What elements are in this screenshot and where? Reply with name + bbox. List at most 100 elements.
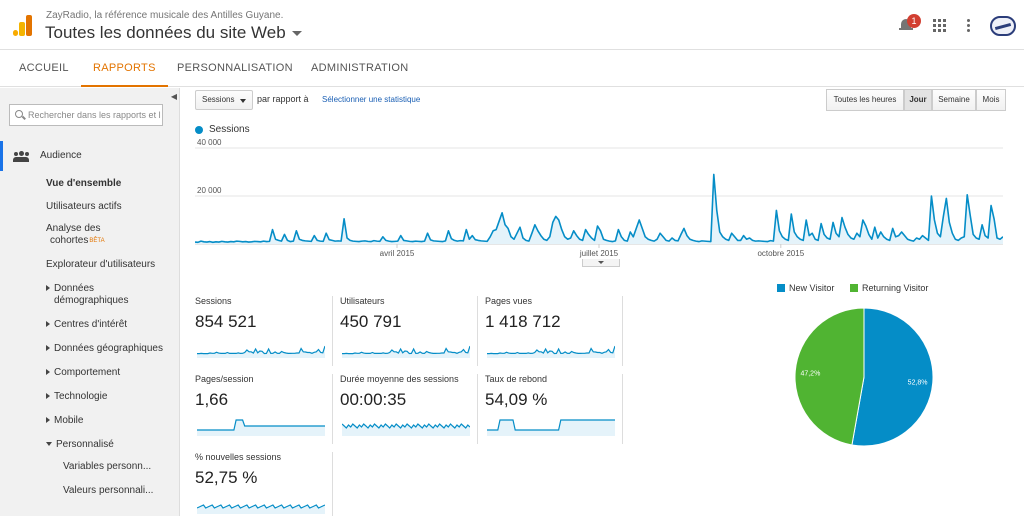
sidebar-item-mobile[interactable]: Mobile [46,415,83,427]
select-stat-link[interactable]: Sélectionner une statistique [322,95,421,104]
pie-value-label: 47,2% [800,370,820,377]
sidebar-item-label: Données géographiques [54,343,163,354]
sparkline-area [197,505,325,514]
legend-swatch [777,284,785,292]
view-selector[interactable]: Toutes les données du site Web [45,23,302,43]
sidebar-item-user-explorer[interactable]: Explorateur d'utilisateurs [46,259,156,270]
sidebar-item-label: Personnalisé [56,439,114,450]
collapse-sidebar-icon[interactable]: ◀ [170,92,178,101]
sparkline [197,419,325,436]
expand-arrow-icon [46,321,50,328]
chart-resize-handle[interactable] [582,259,620,267]
sidebar-item-label: Données [54,283,95,294]
visitor-type-pie-chart[interactable]: 52,8% 47,2% [794,306,934,448]
sparkline [197,504,325,514]
sidebar-item-label: Centres d'intérêt [54,319,128,330]
scorecard-title: Taux de rebond [485,374,548,384]
scorecard-pages-per-session[interactable]: Pages/session 1,66 [195,374,333,444]
analytics-logo[interactable] [13,14,33,36]
sparkline [197,345,325,358]
sessions-legend-label: Sessions [209,124,250,135]
pie-slice-new-visitor [851,307,934,447]
scorecard-sessions[interactable]: Sessions 854 521 [195,296,333,366]
tab-rapports[interactable]: RAPPORTS [81,50,168,87]
sparkline-line [342,345,470,355]
granularity-week-button[interactable]: Semaine [932,89,976,111]
main-tabs: ACCUEIL RAPPORTS PERSONNALISATION ADMINI… [0,50,1024,87]
scorecard-value: 450 791 [340,312,402,331]
more-vert-icon[interactable] [967,19,970,32]
scorecard-new-sessions[interactable]: % nouvelles sessions 52,75 % [195,452,333,516]
view-title: Toutes les données du site Web [45,23,286,42]
chevron-down-icon [240,99,246,103]
scorecard-value: 1,66 [195,390,229,409]
metric-dropdown[interactable]: Sessions [195,90,253,110]
scorecard-bounce-rate[interactable]: Taux de rebond 54,09 % [485,374,623,444]
sidebar-item-cohorts[interactable]: Analyse des cohortesBÊTA [46,223,105,247]
sidebar-item-label: Audience [40,150,82,161]
sidebar-item-label: cohortes [50,235,89,246]
expand-arrow-icon [46,285,50,292]
sidebar-item-label: Comportement [54,367,121,378]
sparkline-line [197,345,325,355]
x-tick-label: juillet 2015 [579,249,619,258]
sessions-line [195,173,1003,244]
scorecard-value: 54,09 % [485,390,548,409]
expand-arrow-icon [46,417,50,424]
sidebar-item-technology[interactable]: Technologie [46,391,107,403]
sidebar-item-audience[interactable]: Audience [0,141,179,171]
bell-icon[interactable] [899,18,913,32]
sessions-legend-marker [195,126,203,134]
tab-personnalisation[interactable]: PERSONNALISATION [177,62,293,74]
legend-label: New Visitor [789,283,835,293]
sidebar-item-overview[interactable]: Vue d'ensemble [46,178,122,189]
tab-accueil[interactable]: ACCUEIL [19,62,69,74]
pie-legend-returning: Returning Visitor [850,283,928,293]
scorecard-title: Utilisateurs [340,296,385,306]
sidebar-item-label: Mobile [54,415,84,426]
granularity-hourly-button[interactable]: Toutes les heures [826,89,904,111]
sparkline [487,345,615,358]
pie-legend-new: New Visitor [777,283,834,293]
sidebar-item-label: Technologie [54,391,108,402]
sidebar-item-label: démographiques [54,295,129,306]
metric-selected: Sessions [202,95,235,104]
legend-swatch [850,284,858,292]
sidebar-item-interests[interactable]: Centres d'intérêt [46,319,127,331]
sparkline [487,419,615,436]
sidebar-item-active-users[interactable]: Utilisateurs actifs [46,201,122,212]
pie-value-label: 52,8% [908,380,928,387]
sidebar-item-behavior[interactable]: Comportement [46,367,120,379]
scorecard-users[interactable]: Utilisateurs 450 791 [340,296,478,366]
avatar[interactable] [990,16,1016,36]
sparkline-line [197,504,325,509]
scorecard-value: 52,75 % [195,468,258,487]
sessions-line-chart[interactable]: 20 000 40 000 avril 2015 juillet 2015 octobr… [195,138,1003,263]
scorecard-pageviews[interactable]: Pages vues 1 418 712 [485,296,623,366]
x-tick-label: avril 2015 [380,249,415,258]
expand-arrow-icon [46,393,50,400]
sparkline-line [342,423,470,429]
sidebar-item-label: Analyse des [46,223,101,234]
expand-arrow-icon [46,369,50,376]
tab-administration[interactable]: ADMINISTRATION [311,62,409,74]
sidebar-item-custom-values[interactable]: Valeurs personnali... [63,485,154,496]
scorecard-title: % nouvelles sessions [195,452,282,462]
sparkline-area [487,346,615,358]
scorecard-avg-duration[interactable]: Durée moyenne des sessions 00:00:35 [340,374,478,444]
sidebar-item-custom-variables[interactable]: Variables personn... [63,461,152,472]
sparkline-area [487,420,615,436]
search-icon [15,110,23,118]
granularity-month-button[interactable]: Mois [976,89,1006,111]
sidebar-item-custom[interactable]: Personnalisé [46,439,114,451]
sparkline-area [197,420,325,436]
scorecard-value: 00:00:35 [340,390,407,409]
sidebar-item-demographics[interactable]: Données démographiques [46,283,129,307]
sparkline-line [487,345,615,355]
apps-grid-icon[interactable] [933,19,946,32]
sparkline-line [487,419,615,431]
chevron-down-icon [291,31,302,37]
granularity-day-button[interactable]: Jour [904,89,932,111]
sidebar-item-geo[interactable]: Données géographiques [46,343,163,355]
report-search-input[interactable]: Rechercher dans les rapports et l [9,104,163,126]
